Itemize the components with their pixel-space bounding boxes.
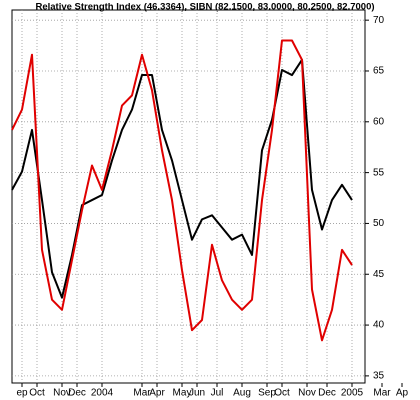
series-line: [11, 39, 353, 342]
x-tick-label: Jul: [211, 388, 224, 399]
x-tick-label: Jun: [189, 388, 205, 399]
x-tick-label: Mar: [133, 388, 151, 399]
x-tick-label: Ap: [396, 388, 409, 399]
chart-title: Relative Strength Index (46.3364), SIBN …: [35, 2, 374, 13]
y-tick-label: 70: [373, 15, 385, 26]
x-tick-label: Oct: [29, 388, 45, 399]
y-tick-label: 35: [373, 371, 385, 382]
series-line: [11, 58, 353, 299]
x-tick-label: ep: [16, 388, 28, 399]
x-tick-label: 2005: [341, 388, 364, 399]
x-tick-label: Apr: [149, 388, 165, 399]
y-tick-label: 55: [373, 167, 385, 178]
x-tick-label: 2004: [91, 388, 114, 399]
x-tick-label: Nov: [53, 388, 71, 399]
y-tick-label: 45: [373, 269, 385, 280]
x-tick-label: May: [173, 388, 192, 399]
y-tick-label: 50: [373, 218, 385, 229]
y-tick-label: 65: [373, 66, 385, 77]
x-tick-label: Dec: [68, 388, 86, 399]
x-tick-label: Sep: [258, 388, 276, 399]
y-tick-label: 40: [373, 320, 385, 331]
x-tick-label: Oct: [274, 388, 290, 399]
x-tick-label: Aug: [233, 388, 251, 399]
x-tick-label: Dec: [318, 388, 336, 399]
x-tick-label: Nov: [298, 388, 316, 399]
plot-frame: [11, 9, 366, 384]
y-tick-label: 60: [373, 116, 385, 127]
x-tick-label: Mar: [373, 388, 391, 399]
